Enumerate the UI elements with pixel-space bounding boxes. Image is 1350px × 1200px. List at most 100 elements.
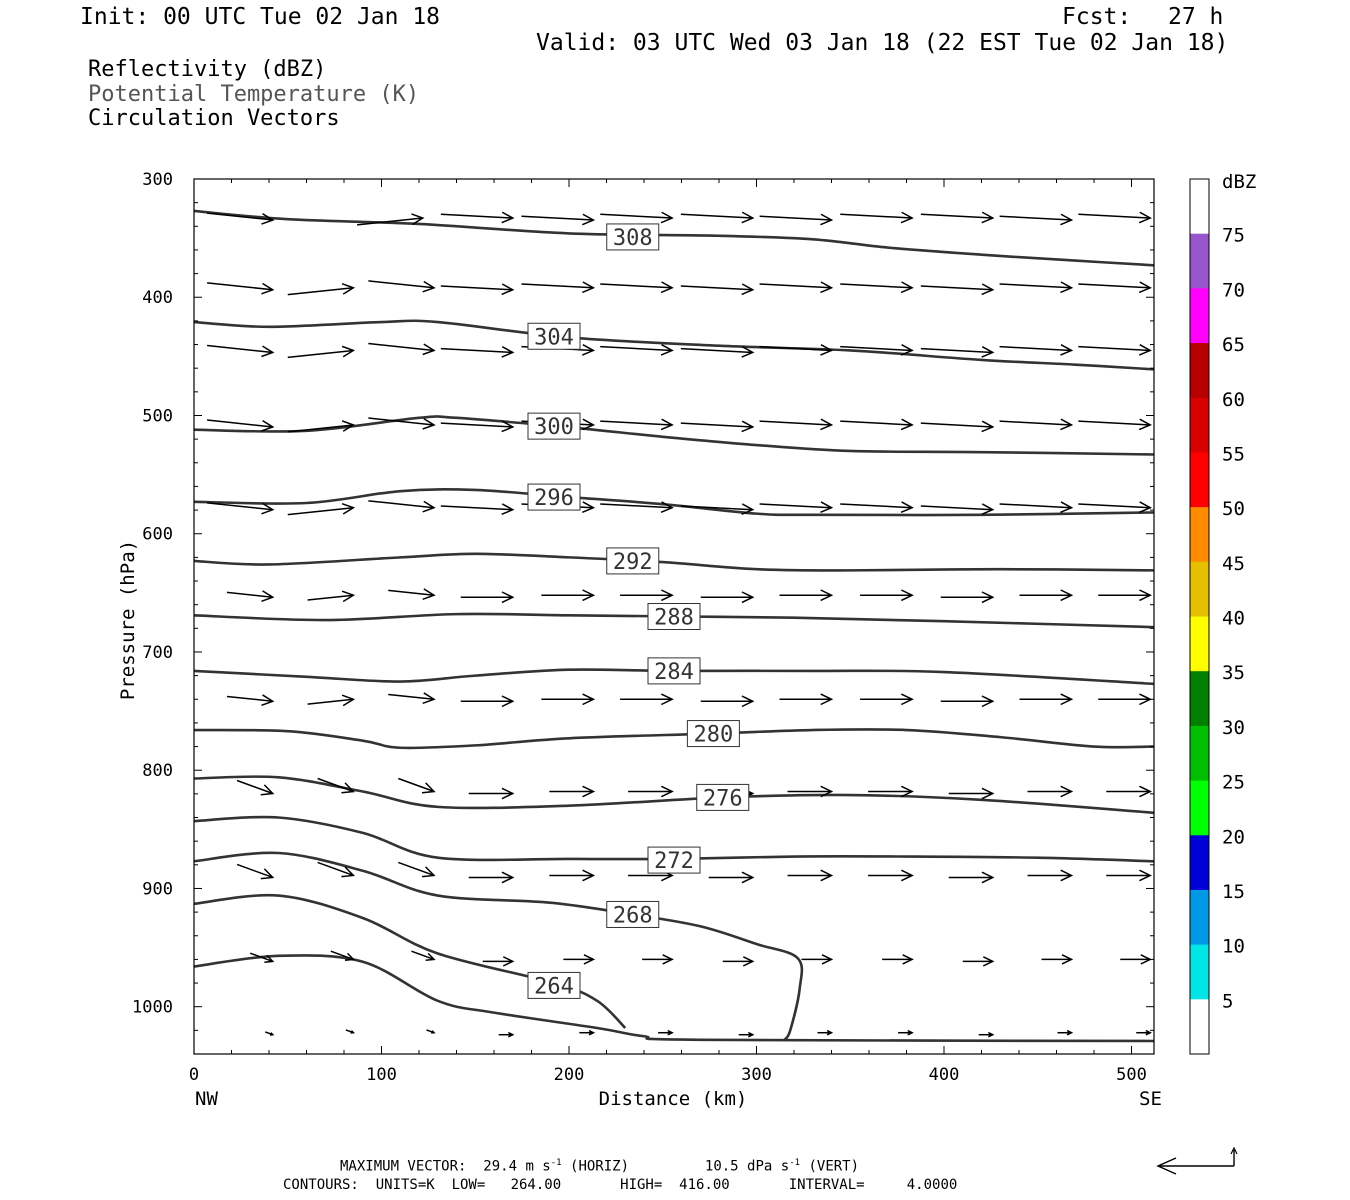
contour-label: 272 [654,849,694,874]
x-axis-title: Distance (km) [599,1088,748,1110]
contour-line [193,488,1155,517]
contour-line [193,775,1155,815]
colorbar-swatch [1190,507,1209,563]
vert-max-value: 10.5 dPa s [704,1158,790,1175]
colorbar-tick-label: 75 [1222,225,1245,247]
circulation-vector [207,212,275,225]
circulation-vector [1120,954,1152,965]
circulation-vector [708,871,755,884]
vert-tag: (VERT) [808,1158,860,1175]
x-tick-label: 500 [1116,1065,1147,1085]
circulation-vector [628,785,674,798]
circulation-vector [779,589,834,602]
init-time-label: Init: 00 UTC Tue 02 Jan 18 [80,4,441,30]
plot-frame [193,178,1155,1055]
circulation-vector [801,954,834,965]
colorbar-tick-label: 25 [1222,772,1245,794]
circulation-vector [388,692,436,705]
circulation-vector [1041,954,1074,965]
contour-label-box [647,846,701,874]
circulation-vector [920,346,995,358]
circulation-vector [999,344,1074,356]
colorbar-swatch [1190,944,1209,1000]
field-reflectivity-label: Reflectivity (dBZ) [88,57,327,82]
field-theta-label: Potential Temperature (K) [88,82,420,107]
x-tick-label: 100 [366,1065,397,1085]
colorbar-tick-label: 5 [1222,990,1233,1012]
circulation-vector [398,777,436,794]
circulation-vector [236,779,275,796]
contour-label-box [606,223,660,251]
circulation-vector [1019,693,1074,706]
circulation-vector [860,693,914,706]
contour-label-box [686,720,740,748]
circulation-vector [207,419,275,432]
circulation-vector [940,695,995,708]
circulation-vector [999,213,1074,226]
circulation-vector [948,871,995,884]
circulation-vector [563,954,596,965]
y-tick-label: 400 [142,288,173,308]
contour-line [193,954,1155,1043]
colorbar-tick-label: 55 [1222,443,1245,465]
circulation-vector [978,1031,995,1038]
circulation-vector [759,501,834,514]
circulation-vector [920,283,995,296]
circulation-vector [999,501,1074,514]
circulation-vector [860,589,914,602]
contour-label: 288 [654,606,694,631]
circulation-vector [898,1029,914,1036]
circulation-vector [368,417,436,430]
circulation-vector [759,418,834,431]
horiz-tag: (HORIZ) [570,1158,630,1175]
colorbar-tick-label: 45 [1222,553,1245,575]
circulation-vector [840,344,914,356]
circulation-vector [600,501,674,514]
circulation-vector [840,211,914,224]
contour-label-box [527,412,581,440]
circulation-vector [440,346,515,358]
circulation-vector [317,861,355,878]
circulation-vector [1027,785,1074,798]
circulation-vector [521,281,596,294]
circulation-vector [759,344,834,356]
contour-label-box [647,603,701,630]
contour-label: 280 [694,723,734,748]
circulation-vector [330,950,355,961]
contour-label-box [606,900,660,928]
colorbar-swatch [1190,616,1209,672]
forecast-label: Fcst: [1062,4,1132,30]
contour-label: 276 [703,786,743,811]
max-vector-line: MAXIMUM VECTOR: 29.4 m s-1 (HORIZ) 10.5 … [340,1158,860,1175]
circulation-vector [680,211,755,224]
circulation-vector [482,956,515,967]
x-tick-label: 0 [189,1065,199,1085]
circulation-vector [207,502,275,515]
colorbar-tick-label: 20 [1222,826,1245,848]
circulation-vector [642,954,674,965]
circulation-vector [207,344,275,358]
colorbar-swatch [1190,725,1209,782]
circulation-vector [468,871,515,884]
circulation-vector [541,589,596,602]
circulation-vector [920,420,995,433]
circulation-vector [680,283,755,296]
y-tick-label: 500 [142,406,173,426]
circulation-vector [787,869,834,882]
colorbar-swatch [1190,343,1209,399]
colorbar-swatch [1190,397,1209,453]
colorbar-swatch [1190,561,1209,617]
circulation-vector [440,283,515,296]
contour-line [193,415,1155,456]
colorbar-swatch [1190,288,1209,344]
circulation-vector [426,1029,436,1034]
circulation-vector [1078,418,1152,431]
circulation-vector [940,591,995,604]
circulation-vector [1078,501,1152,514]
circulation-vector [1027,869,1074,882]
colorbar-tick-label: 10 [1222,936,1245,958]
circulation-vector [759,213,834,226]
colorbar-tick-label: 50 [1222,498,1245,520]
circulation-vector [468,787,515,800]
